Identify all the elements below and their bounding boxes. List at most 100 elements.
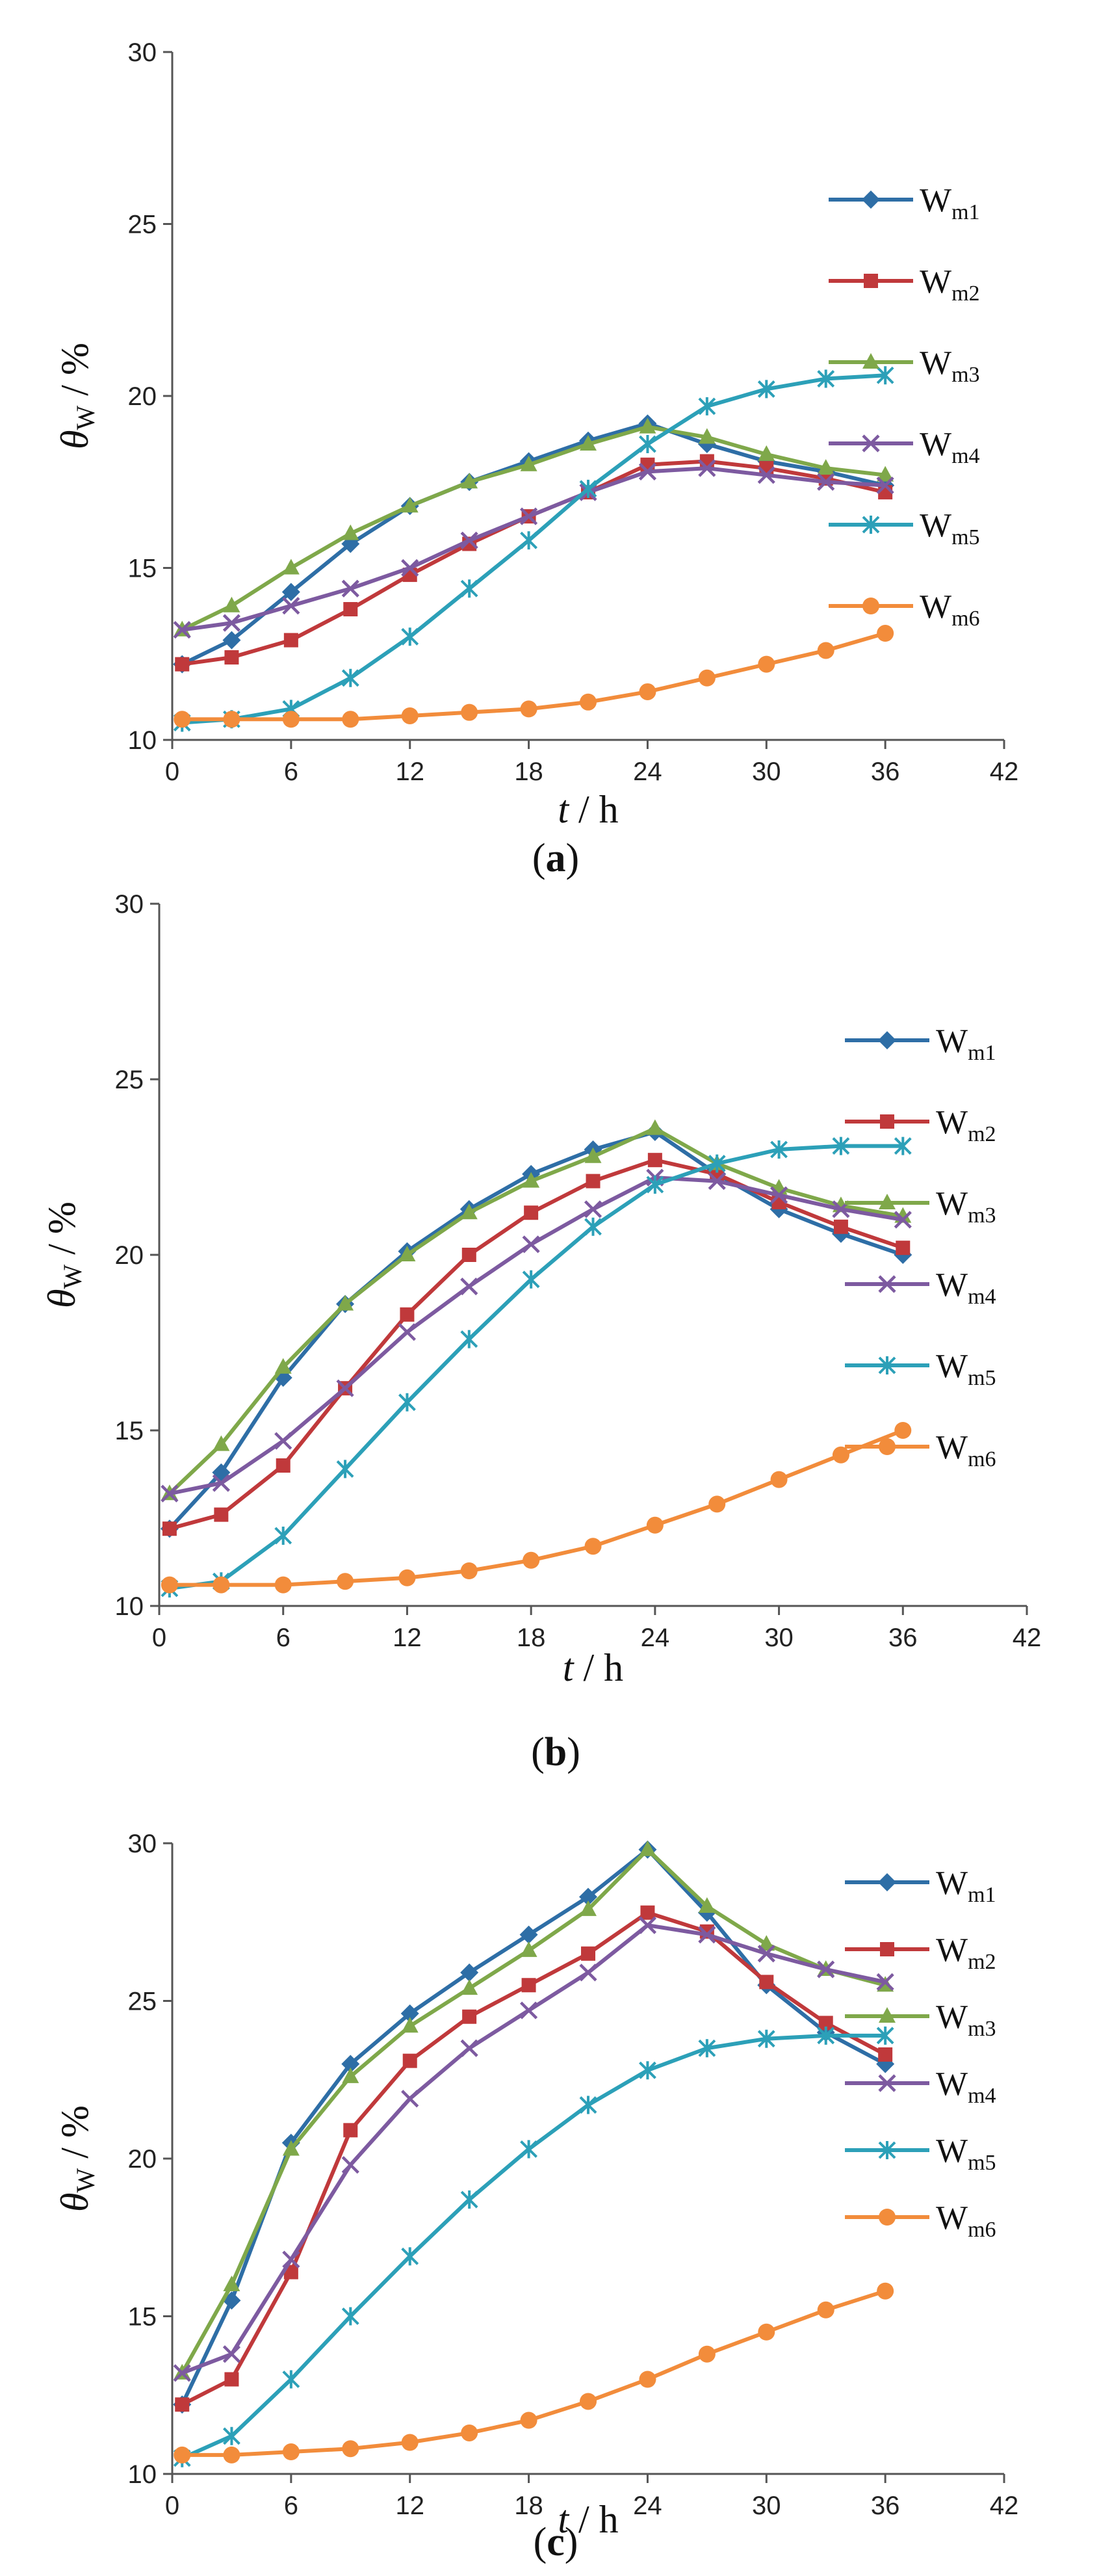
data-point-wm6 bbox=[274, 1576, 292, 1594]
caption-letter: c bbox=[547, 2520, 565, 2564]
legend-sub: m1 bbox=[951, 200, 979, 224]
y-tick-label: 30 bbox=[115, 890, 144, 919]
legend-main: W bbox=[920, 263, 951, 300]
data-point-wm5 bbox=[698, 397, 716, 415]
data-point-wm4 bbox=[341, 579, 359, 598]
data-point-wm4 bbox=[401, 559, 419, 577]
legend-sub: m1 bbox=[968, 1883, 996, 1907]
x-tick-label: 0 bbox=[165, 757, 179, 786]
data-point-wm6 bbox=[758, 655, 775, 673]
legend-entry: Wm2 bbox=[936, 1932, 996, 1974]
data-point-wm2 bbox=[833, 1219, 848, 1234]
data-point-wm6 bbox=[639, 2371, 656, 2388]
y-axis-var: θ bbox=[53, 2192, 96, 2211]
data-point-wm3 bbox=[460, 1203, 478, 1220]
series-wm3 bbox=[174, 1840, 894, 2380]
series-wm5 bbox=[173, 2026, 894, 2467]
y-tick-label: 15 bbox=[115, 1417, 144, 1445]
x-axis-label: t / h bbox=[558, 2498, 618, 2541]
data-point-wm6 bbox=[174, 2446, 191, 2464]
legend-entry: Wm6 bbox=[936, 1429, 996, 1471]
y-axis-unit: / % bbox=[40, 1202, 83, 1265]
legend-marker bbox=[880, 1114, 894, 1129]
data-point-wm6 bbox=[398, 1569, 416, 1586]
data-point-wm1 bbox=[222, 631, 241, 650]
legend-main: W bbox=[936, 1185, 968, 1222]
data-point-wm4 bbox=[274, 1432, 292, 1450]
y-tick-label: 20 bbox=[115, 1241, 144, 1270]
legend-main: W bbox=[920, 182, 951, 219]
series-wm5 bbox=[161, 1137, 912, 1597]
data-point-wm6 bbox=[460, 1562, 478, 1579]
series-wm6 bbox=[174, 2282, 894, 2464]
legend-sub: m6 bbox=[951, 607, 979, 631]
legend-marker bbox=[879, 1194, 896, 1209]
y-tick-label: 25 bbox=[128, 1988, 157, 2016]
data-point-wm4 bbox=[222, 614, 241, 632]
data-point-wm4 bbox=[876, 476, 894, 495]
legend-marker bbox=[878, 1275, 896, 1293]
y-axis-var: θ bbox=[53, 430, 96, 449]
series-line-wm4 bbox=[181, 466, 886, 632]
data-point-wm6 bbox=[708, 1495, 726, 1513]
data-point-wm2 bbox=[524, 1205, 539, 1220]
x-axis-unit: / h bbox=[574, 1646, 624, 1689]
y-tick-label: 30 bbox=[128, 38, 157, 67]
data-point-wm4 bbox=[769, 1186, 788, 1204]
legend-entry: Wm3 bbox=[936, 1185, 996, 1228]
legend-main: W bbox=[936, 1999, 968, 2036]
data-point-wm2 bbox=[343, 601, 358, 616]
series-line-wm3 bbox=[180, 1847, 886, 2374]
data-point-wm5 bbox=[817, 2026, 835, 2045]
data-point-wm4 bbox=[398, 1323, 417, 1341]
data-point-wm4 bbox=[212, 1474, 230, 1492]
legend-marker bbox=[864, 274, 878, 288]
legend-sub: m5 bbox=[968, 1366, 996, 1390]
data-point-wm6 bbox=[223, 2446, 240, 2464]
data-point-wm1 bbox=[579, 1887, 597, 1906]
caption-letter: b bbox=[545, 1730, 567, 1774]
data-point-wm2 bbox=[343, 2123, 358, 2138]
data-point-wm3 bbox=[398, 1246, 416, 1261]
data-point-wm4 bbox=[460, 2039, 478, 2057]
legend-sub: m2 bbox=[951, 282, 979, 306]
data-point-wm1 bbox=[341, 2055, 360, 2073]
data-point-wm6 bbox=[877, 625, 894, 642]
data-point-wm4 bbox=[817, 1960, 835, 1978]
x-axis-var: t bbox=[558, 2498, 569, 2541]
data-point-wm3 bbox=[520, 1941, 537, 1957]
data-point-wm2 bbox=[878, 2047, 893, 2062]
data-point-wm5 bbox=[757, 380, 775, 399]
data-point-wm2 bbox=[224, 650, 239, 665]
data-point-wm3 bbox=[342, 524, 359, 540]
legend-entry: Wm3 bbox=[920, 345, 980, 387]
x-tick-label: 24 bbox=[641, 1623, 670, 1652]
data-point-wm2 bbox=[818, 2016, 833, 2031]
data-point-wm5 bbox=[341, 2307, 359, 2326]
caption-close: ) bbox=[567, 1730, 580, 1774]
data-point-wm6 bbox=[770, 1471, 788, 1488]
data-point-wm3 bbox=[758, 1935, 775, 1951]
data-point-wm4 bbox=[460, 1278, 478, 1296]
data-point-wm2 bbox=[462, 2009, 477, 2024]
legend-marker bbox=[862, 353, 879, 369]
data-point-wm4 bbox=[401, 2090, 419, 2108]
legend-sub: m4 bbox=[951, 444, 979, 468]
data-point-wm2 bbox=[276, 1458, 291, 1473]
x-tick-label: 42 bbox=[990, 2491, 1019, 2520]
x-axis-var: t bbox=[563, 1646, 575, 1689]
legend-sub: m3 bbox=[951, 363, 979, 387]
data-point-wm3 bbox=[461, 1979, 478, 1995]
legend-main: W bbox=[936, 2133, 968, 2170]
legend-main: W bbox=[936, 1348, 968, 1385]
data-point-wm1 bbox=[400, 2004, 419, 2023]
legend-sub: m5 bbox=[968, 2151, 996, 2175]
caption-close: ) bbox=[566, 836, 580, 880]
legend-marker bbox=[878, 1356, 896, 1374]
legend-entry: Wm4 bbox=[936, 2066, 996, 2108]
data-point-wm6 bbox=[698, 2345, 716, 2363]
